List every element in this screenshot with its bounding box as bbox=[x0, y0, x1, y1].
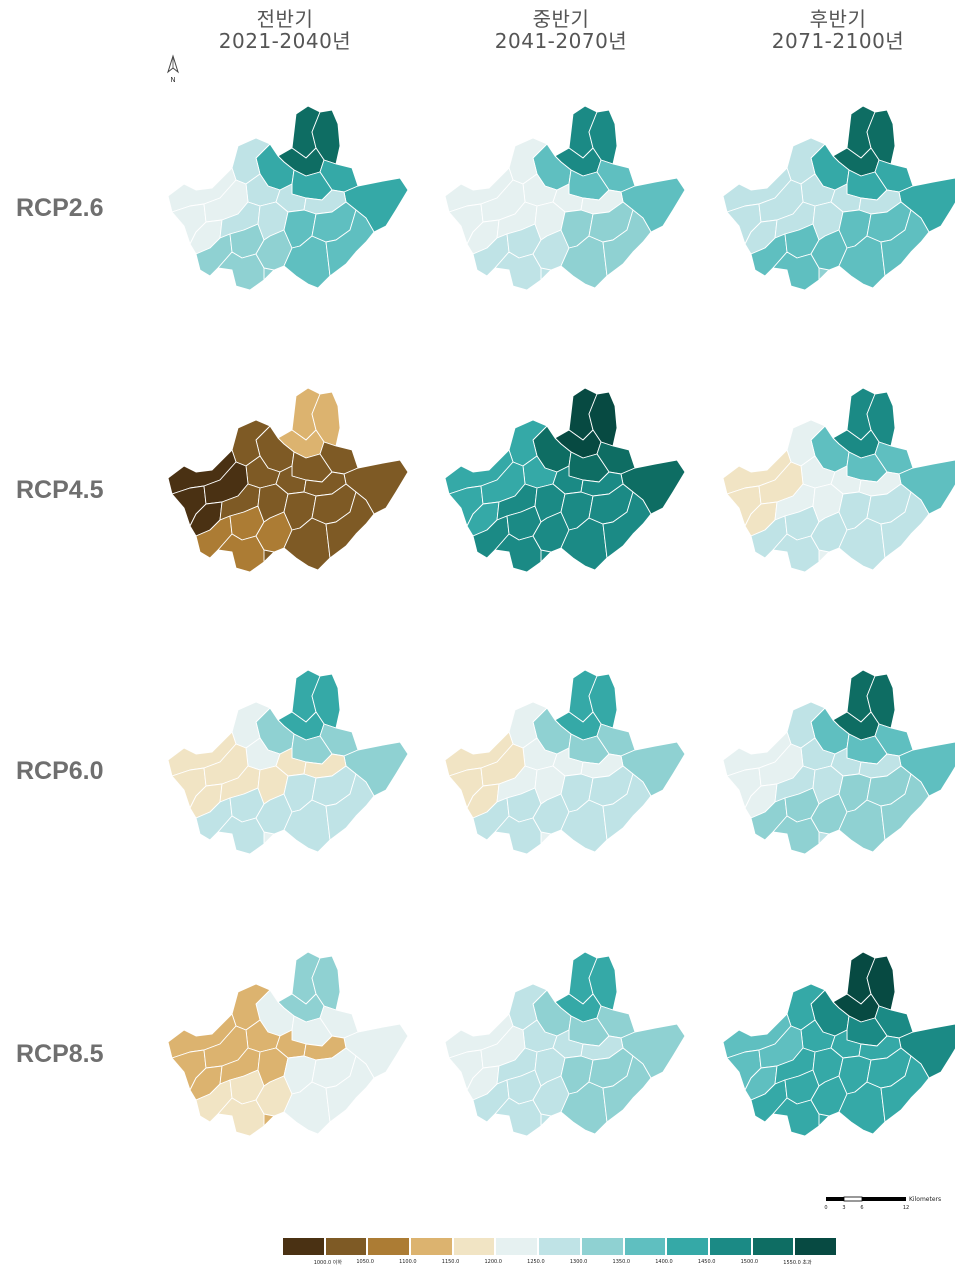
row-label-rcp60: RCP6.0 bbox=[16, 757, 104, 785]
choropleth-map bbox=[167, 387, 409, 573]
district-se bbox=[325, 209, 375, 277]
scale-tick: 0 bbox=[824, 1205, 827, 1211]
column-header-early: 전반기 2021-2040년 bbox=[185, 8, 385, 52]
legend-swatch bbox=[709, 1238, 751, 1255]
district-se bbox=[880, 209, 930, 277]
district-s bbox=[494, 1097, 542, 1137]
district-s bbox=[494, 533, 542, 573]
legend-swatch bbox=[453, 1238, 495, 1255]
district-s bbox=[772, 1097, 820, 1137]
district-se bbox=[880, 491, 930, 559]
district-se bbox=[283, 517, 331, 571]
legend-label: 1300.0 bbox=[569, 1259, 588, 1265]
years-label: 2021-2040년 bbox=[218, 29, 352, 53]
district-se bbox=[283, 799, 331, 853]
district-se bbox=[283, 1081, 331, 1135]
district-s bbox=[494, 815, 542, 855]
legend-label: 1150.0 bbox=[441, 1259, 460, 1265]
years-label: 2071-2100년 bbox=[771, 29, 905, 53]
district-se bbox=[560, 799, 608, 853]
legend-swatch bbox=[283, 1238, 324, 1255]
north-arrow-icon: N bbox=[167, 54, 179, 84]
choropleth-map bbox=[722, 387, 955, 573]
legend-swatch bbox=[795, 1238, 836, 1255]
scale-tick: 12 bbox=[903, 1205, 909, 1211]
color-legend: 1000.0 이하 1050.0 1100.0 1150.0 1200.0 1250.0 1… bbox=[283, 1238, 838, 1268]
choropleth-map bbox=[167, 105, 409, 291]
row-label-rcp85: RCP8.5 bbox=[16, 1040, 104, 1068]
district-s bbox=[772, 251, 820, 291]
district-s bbox=[217, 533, 265, 573]
legend-swatch bbox=[752, 1238, 794, 1255]
legend-swatch bbox=[581, 1238, 623, 1255]
legend-label: 1550.0 초과 bbox=[783, 1260, 812, 1266]
choropleth-map bbox=[722, 105, 955, 291]
row-label-rcp26: RCP2.6 bbox=[16, 194, 104, 222]
legend-label: 1500.0 bbox=[740, 1259, 759, 1265]
district-s bbox=[772, 815, 820, 855]
years-label: 2041-2070년 bbox=[494, 29, 628, 53]
district-se bbox=[602, 209, 652, 277]
district-se bbox=[602, 1055, 652, 1123]
district-se bbox=[838, 235, 886, 289]
legend-label: 1400.0 bbox=[655, 1259, 673, 1265]
legend-label: 1450.0 bbox=[697, 1259, 716, 1265]
column-header-late: 후반기 2071-2100년 bbox=[738, 8, 938, 52]
district-se bbox=[602, 491, 652, 559]
legend-label: 1250.0 bbox=[527, 1259, 545, 1265]
scale-tick: 3 bbox=[842, 1205, 845, 1211]
district-s bbox=[217, 1097, 265, 1137]
legend-swatch bbox=[368, 1238, 410, 1255]
choropleth-map bbox=[444, 669, 686, 855]
district-se bbox=[560, 517, 608, 571]
legend-swatch bbox=[539, 1238, 580, 1255]
scale-bar: Kilometers 0 3 6 12 bbox=[824, 1196, 941, 1211]
legend-swatch bbox=[667, 1238, 708, 1255]
district-se bbox=[325, 1055, 375, 1123]
legend-swatch bbox=[325, 1238, 367, 1255]
legend-label: 1050.0 bbox=[356, 1259, 374, 1265]
district-se bbox=[560, 235, 608, 289]
scale-unit: Kilometers bbox=[909, 1196, 941, 1203]
district-se bbox=[880, 773, 930, 841]
period-label: 후반기 bbox=[809, 7, 867, 31]
choropleth-map bbox=[444, 951, 686, 1137]
district-s bbox=[494, 251, 542, 291]
district-se bbox=[325, 491, 375, 559]
legend-label: 1000.0 이하 bbox=[313, 1260, 342, 1266]
district-se bbox=[880, 1055, 930, 1123]
choropleth-map bbox=[167, 669, 409, 855]
legend-label: 1100.0 bbox=[399, 1259, 417, 1265]
legend-swatch bbox=[624, 1238, 666, 1255]
legend-label: 1200.0 bbox=[484, 1259, 502, 1265]
choropleth-map bbox=[444, 387, 686, 573]
scale-tick: 6 bbox=[860, 1205, 863, 1211]
legend-swatch bbox=[411, 1238, 452, 1255]
district-se bbox=[325, 773, 375, 841]
district-s bbox=[772, 533, 820, 573]
district-s bbox=[217, 815, 265, 855]
choropleth-map bbox=[722, 669, 955, 855]
legend-swatch bbox=[496, 1238, 538, 1255]
district-se bbox=[560, 1081, 608, 1135]
district-se bbox=[838, 517, 886, 571]
choropleth-map bbox=[167, 951, 409, 1137]
district-se bbox=[602, 773, 652, 841]
period-label: 전반기 bbox=[256, 7, 314, 31]
north-letter: N bbox=[170, 76, 175, 84]
district-se bbox=[838, 1081, 886, 1135]
choropleth-map bbox=[722, 951, 955, 1137]
period-label: 중반기 bbox=[532, 7, 590, 31]
district-s bbox=[217, 251, 265, 291]
district-se bbox=[283, 235, 331, 289]
row-label-rcp45: RCP4.5 bbox=[16, 476, 104, 504]
legend-label: 1350.0 bbox=[612, 1259, 631, 1265]
choropleth-map bbox=[444, 105, 686, 291]
district-se bbox=[838, 799, 886, 853]
column-header-mid: 중반기 2041-2070년 bbox=[461, 8, 661, 52]
